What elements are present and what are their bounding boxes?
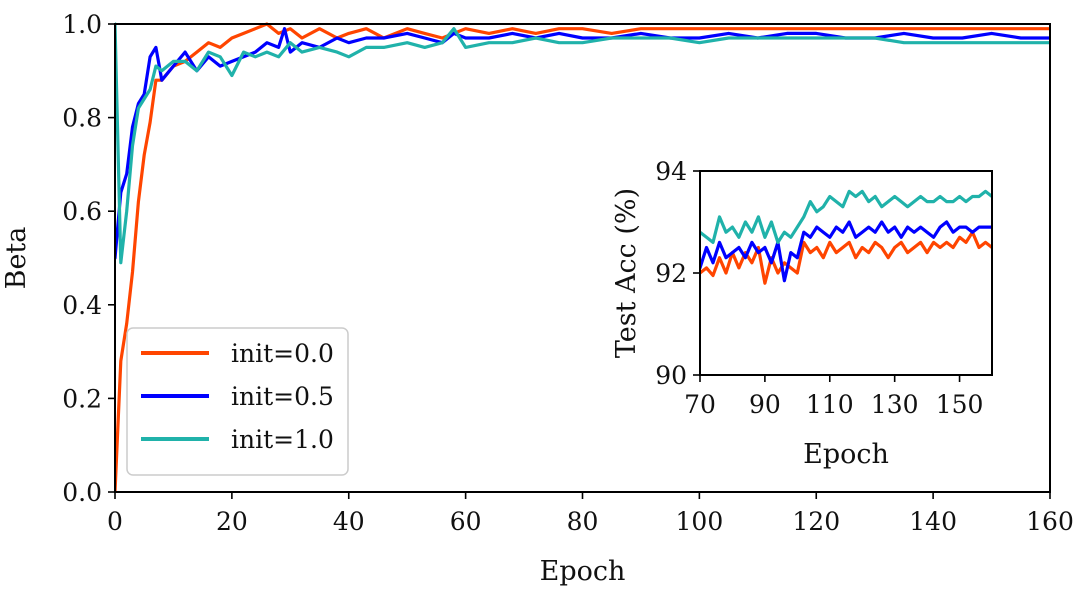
x-tick-label: 0 bbox=[107, 507, 123, 536]
series-line-2 bbox=[700, 220, 992, 283]
x-tick-label: 140 bbox=[909, 507, 957, 536]
y-tick-label: 0.6 bbox=[62, 197, 102, 226]
series-line-init-1-0 bbox=[115, 22, 1050, 265]
x-tick-label: 100 bbox=[676, 507, 724, 536]
series-line-3 bbox=[700, 189, 992, 244]
y-axis-title: Test Acc (%) bbox=[611, 188, 642, 358]
y-tick-label: 92 bbox=[655, 259, 687, 288]
y-tick-label: 94 bbox=[655, 157, 687, 186]
legend-label-init-0-0: init=0.0 bbox=[231, 339, 334, 368]
x-tick-label: 60 bbox=[450, 507, 482, 536]
x-axis-title: Epoch bbox=[803, 439, 889, 470]
x-axis-title: Epoch bbox=[540, 556, 626, 587]
y-tick-label: 0.0 bbox=[62, 478, 102, 507]
y-tick-label: 90 bbox=[655, 361, 687, 390]
series-line-1 bbox=[700, 230, 992, 285]
y-tick-label: 1.0 bbox=[62, 10, 102, 39]
x-tick-label: 20 bbox=[216, 507, 248, 536]
x-tick-label: 120 bbox=[792, 507, 840, 536]
series-group bbox=[700, 189, 992, 285]
series-group bbox=[115, 22, 1050, 492]
y-tick-label: 0.8 bbox=[62, 104, 102, 133]
x-tick-label: 160 bbox=[1026, 507, 1074, 536]
y-axis-title: Beta bbox=[1, 227, 32, 290]
x-tick-label: 110 bbox=[806, 390, 854, 419]
x-tick-label: 150 bbox=[936, 390, 984, 419]
y-tick-label: 0.4 bbox=[62, 291, 102, 320]
x-tick-label: 70 bbox=[684, 390, 716, 419]
y-tick-label: 0.2 bbox=[62, 384, 102, 413]
main-chart: 0 20 40 60 80 100 120 140 160 0.0 0.2 0.4 0.6 0.8 1.0 E… bbox=[1, 10, 1074, 587]
x-tick-label: 40 bbox=[333, 507, 365, 536]
legend-label-init-0-5: init=0.5 bbox=[231, 382, 334, 411]
x-tick-label: 90 bbox=[749, 390, 781, 419]
series-line-init-0-5 bbox=[115, 27, 1050, 260]
x-tick-label: 80 bbox=[567, 507, 599, 536]
x-tick-label: 130 bbox=[871, 390, 919, 419]
legend: init=0.0 init=0.5 init=1.0 bbox=[126, 327, 349, 476]
legend-label-init-1-0: init=1.0 bbox=[231, 425, 334, 454]
